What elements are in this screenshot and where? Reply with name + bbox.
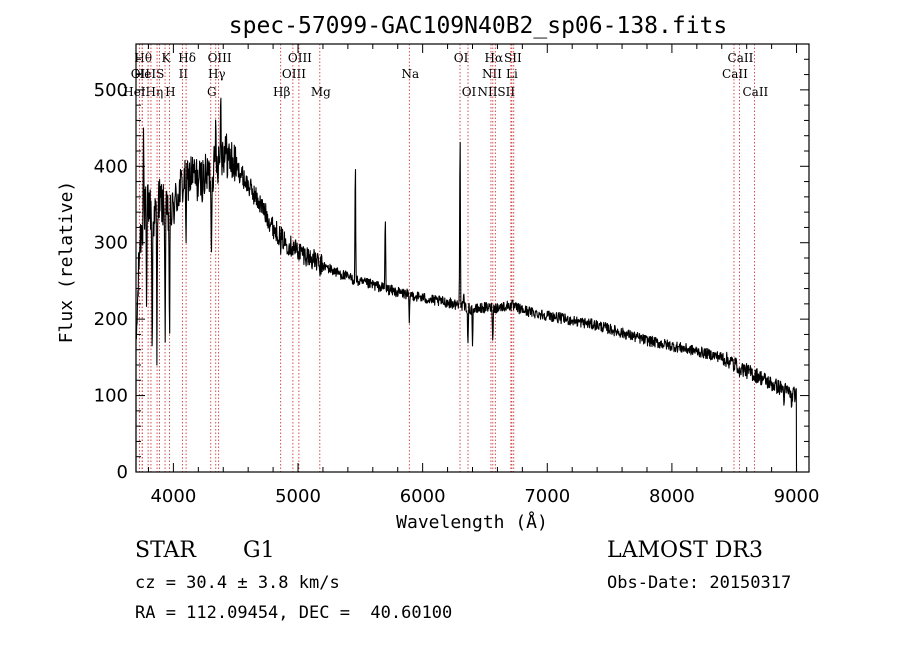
y-tick-label: 500 [94,80,128,101]
line-marker-label: Hδ [178,51,196,65]
line-marker-label: HeIS [134,67,165,81]
spectrum-chart: spec-57099-GAC109N40B2_sp06-138.fits OII… [56,13,820,533]
y-tick-label: 100 [94,386,128,407]
line-marker-label: Hγ [208,67,226,81]
x-tick-label: 7000 [524,486,570,507]
obs-date: Obs-Date: 20150317 [607,573,792,593]
coordinates: RA = 112.09454, DEC = 40.60100 [135,603,453,623]
y-axis: 0 100 200 300 400 500 [94,58,809,483]
y-tick-label: 400 [94,156,128,177]
line-marker-label: NIISII [477,85,515,99]
line-markers: OIIHθHeIHηHeISKHIIHδGHγOIIIHβOIIIOIIIMgN… [123,44,769,472]
line-marker-label: H [165,85,175,99]
x-axis: 4000 5000 6000 7000 8000 9000 [147,44,820,507]
x-tick-label: 6000 [400,486,446,507]
line-marker-label: CaII [742,85,768,99]
x-tick-label: 9000 [774,486,820,507]
line-marker-label: CaII [728,51,754,65]
x-tick-label: 4000 [150,486,196,507]
x-tick-label: 8000 [649,486,695,507]
line-marker-label: Li [506,67,518,81]
chart-title: spec-57099-GAC109N40B2_sp06-138.fits [229,13,728,39]
y-tick-label: 0 [117,462,128,483]
line-marker-label: CaII [722,67,748,81]
line-marker-label: OIII [288,51,312,65]
x-axis-label: Wavelength (Å) [396,511,548,533]
line-marker-label: SII [504,51,522,65]
spectrum-line [135,97,798,473]
line-marker-label: OI [454,51,469,65]
line-marker-label: Hθ [134,51,152,65]
y-tick-label: 200 [94,309,128,330]
line-marker-label: G [207,85,217,99]
line-marker-label: NII [482,67,502,81]
line-marker-label: Hα [485,51,504,65]
object-subclass: G1 [243,538,275,563]
survey-label: LAMOST DR3 [607,538,763,563]
line-marker-label: HeIHη [123,85,163,99]
plot-frame [135,43,810,473]
line-marker-label: Na [401,67,419,81]
line-marker-label: OI [462,85,477,99]
x-tick-label: 5000 [275,486,321,507]
line-marker-label: OIII [208,51,232,65]
object-class: STAR [135,538,196,563]
line-marker-label: II [179,67,189,81]
y-tick-label: 300 [94,233,128,254]
line-marker-label: OIII [282,67,306,81]
y-axis-label: Flux (relative) [56,181,77,344]
line-marker-label: Hβ [273,85,290,99]
line-marker-label: Mg [311,85,331,99]
line-marker-label: K [162,51,172,65]
redshift-info: cz = 30.4 ± 3.8 km/s [135,573,340,593]
